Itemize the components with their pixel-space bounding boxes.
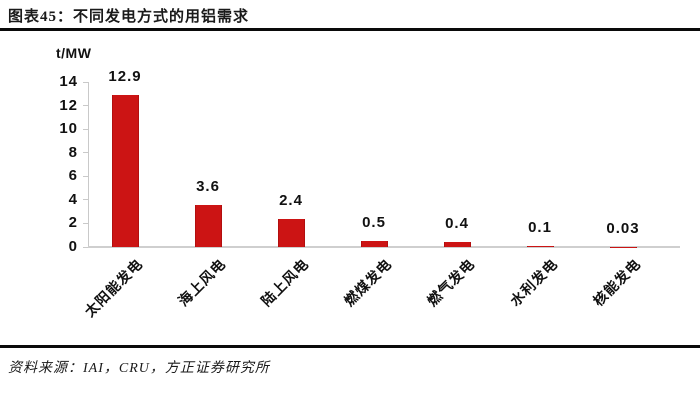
- y-tick-label: 8: [68, 143, 78, 161]
- y-axis-line: [88, 82, 89, 247]
- y-tick-mark: [83, 81, 88, 83]
- bar: [111, 94, 139, 247]
- top-rule: [0, 28, 700, 31]
- y-tick-mark: [83, 175, 88, 177]
- y-tick-mark: [83, 222, 88, 224]
- y-tick-mark: [83, 152, 88, 154]
- y-axis-unit-label: t/MW: [56, 45, 92, 61]
- y-tick-mark: [83, 246, 88, 248]
- bar-value-label: 0.1: [528, 218, 552, 236]
- bar: [443, 242, 471, 247]
- y-tick-label: 0: [68, 238, 78, 255]
- bottom-rule: [0, 345, 700, 348]
- y-tick-mark: [83, 199, 88, 201]
- figure-title: 图表45：不同发电方式的用铝需求: [8, 9, 250, 25]
- y-tick-mark: [83, 128, 88, 130]
- y-tick-label: 4: [68, 190, 78, 208]
- x-axis-line: [88, 246, 680, 248]
- bar-value-label: 0.5: [362, 214, 386, 232]
- y-tick-label: 12: [59, 96, 78, 114]
- bar-value-label: 12.9: [108, 67, 142, 85]
- y-tick-label: 14: [59, 73, 78, 90]
- source-note: 资料来源：IAI，CRU，方正证券研究所: [8, 361, 270, 376]
- bar-value-label: 3.6: [196, 177, 220, 195]
- bar: [277, 218, 305, 247]
- bar: [194, 204, 222, 247]
- bar-value-label: 0.03: [606, 219, 640, 237]
- y-tick-label: 2: [68, 214, 78, 232]
- bar: [526, 245, 554, 247]
- y-tick-label: 10: [59, 120, 78, 138]
- bar-value-label: 2.4: [279, 191, 303, 209]
- bar-value-label: 0.4: [445, 215, 469, 233]
- y-tick-label: 6: [68, 167, 78, 185]
- y-tick-mark: [83, 105, 88, 107]
- bar: [360, 241, 388, 247]
